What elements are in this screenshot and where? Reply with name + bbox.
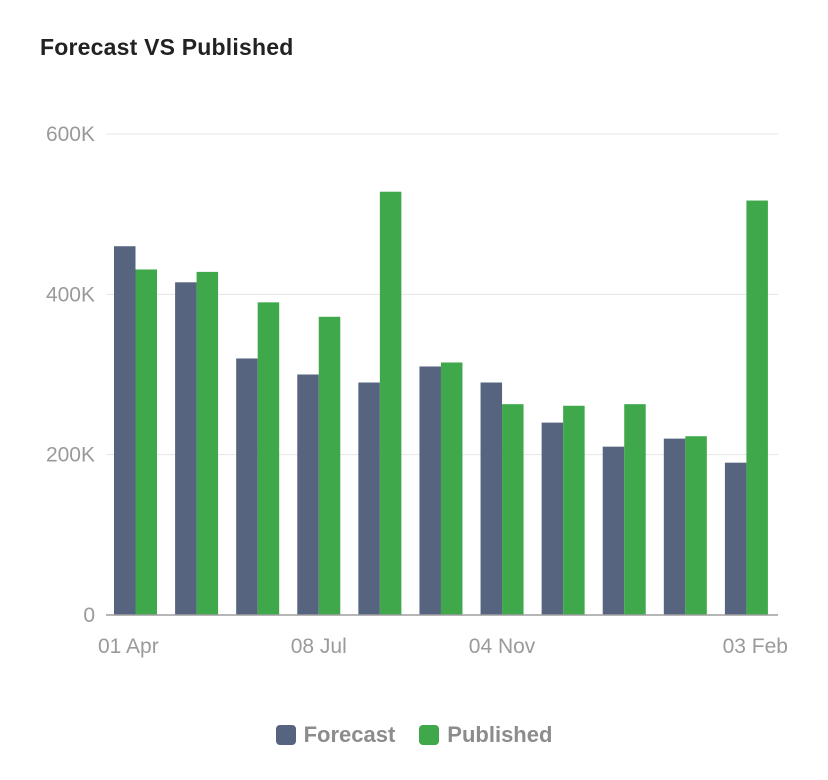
x-tick-label: 04 Nov bbox=[469, 635, 536, 658]
legend-label-forecast: Forecast bbox=[303, 722, 396, 747]
bar-published-2[interactable] bbox=[257, 302, 280, 615]
bar-forecast-8[interactable] bbox=[602, 446, 625, 615]
bar-published-4[interactable] bbox=[379, 191, 402, 615]
y-tick-label: 400K bbox=[46, 283, 95, 306]
x-tick-label: 03 Feb bbox=[723, 635, 788, 658]
legend: Forecast Published bbox=[0, 722, 828, 748]
bar-forecast-4[interactable] bbox=[358, 382, 380, 615]
bar-forecast-3[interactable] bbox=[297, 374, 319, 616]
bars bbox=[114, 191, 768, 616]
legend-item-forecast[interactable]: Forecast bbox=[275, 722, 396, 748]
legend-label-published: Published bbox=[447, 722, 553, 747]
bar-forecast-2[interactable] bbox=[236, 358, 258, 615]
x-tick-label: 01 Apr bbox=[98, 635, 159, 658]
bar-published-9[interactable] bbox=[685, 436, 707, 615]
chart-title: Forecast VS Published bbox=[40, 34, 294, 60]
legend-swatch-forecast bbox=[275, 725, 296, 745]
legend-swatch-published bbox=[419, 725, 440, 745]
bar-published-3[interactable] bbox=[318, 316, 341, 615]
axes: 0 200K 400K 600K 01 Apr 08 Jul 04 Nov 03 Feb bbox=[46, 123, 788, 658]
bar-published-8[interactable] bbox=[624, 404, 646, 615]
bar-forecast-0[interactable] bbox=[114, 246, 136, 615]
bar-published-1[interactable] bbox=[196, 271, 219, 615]
y-tick-label: 600K bbox=[46, 123, 95, 146]
bar-forecast-6[interactable] bbox=[480, 382, 503, 615]
y-tick-label: 200K bbox=[46, 444, 95, 467]
bar-forecast-10[interactable] bbox=[724, 462, 747, 615]
bar-published-5[interactable] bbox=[440, 362, 463, 615]
legend-item-published[interactable]: Published bbox=[419, 722, 552, 748]
bar-published-6[interactable] bbox=[502, 404, 524, 615]
bar-chart: 0 200K 400K 600K 01 Apr 08 Jul 04 Nov 03 Feb bbox=[46, 123, 788, 658]
y-tick-label: 0 bbox=[83, 604, 95, 627]
bar-forecast-7[interactable] bbox=[541, 422, 564, 615]
bar-published-7[interactable] bbox=[563, 405, 585, 615]
bar-published-10[interactable] bbox=[746, 200, 768, 615]
bar-published-0[interactable] bbox=[135, 269, 158, 615]
bar-forecast-9[interactable] bbox=[663, 438, 686, 615]
bar-forecast-1[interactable] bbox=[175, 282, 197, 615]
x-tick-label: 08 Jul bbox=[291, 635, 347, 658]
bar-forecast-5[interactable] bbox=[419, 366, 441, 615]
